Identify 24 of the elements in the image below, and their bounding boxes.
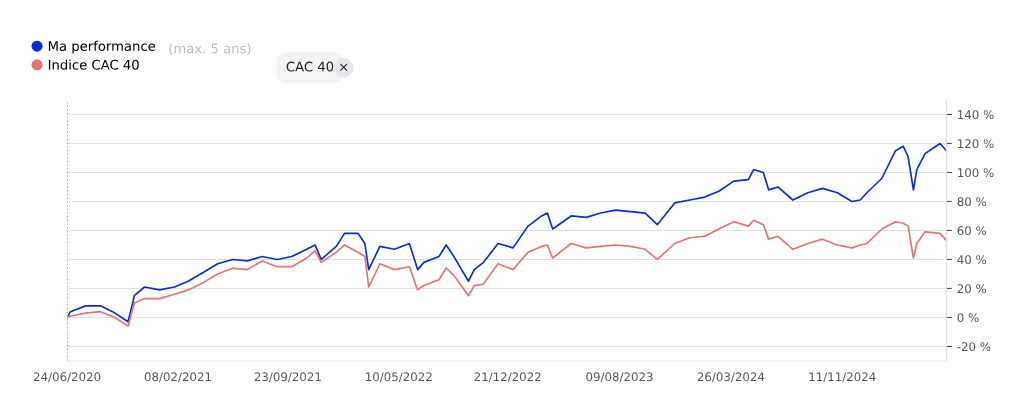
x-tick-label: 08/02/2021 [144,372,211,383]
x-tick-label: 10/05/2022 [366,372,432,383]
x-tick-label: 26/03/2024 [697,372,765,383]
y-tick-label: 80 % [957,197,987,207]
y-tick-label: 20 % [957,284,987,294]
y-tick-label: 140 % [958,110,994,120]
text: × [339,63,348,71]
line-series [67,142,947,323]
y-tick-label: 120 % [958,139,994,149]
text: (max. 5 ans) [169,43,251,55]
text: CAC 40 [286,61,334,72]
y-tick-label: 40 % [957,255,987,265]
legend-label: Indice CAC 40 [48,59,139,70]
y-tick-label: 0 % [957,313,979,323]
legend-label: Ma performance [48,40,156,54]
y-tick-label: 60 % [957,226,987,236]
x-tick-label: 24/06/2020 [33,372,101,383]
x-tick-label: 09/08/2023 [586,372,653,383]
y-tick-label: 100 % [958,168,994,178]
x-tick-label: 11/11/2024 [809,372,876,383]
y-tick-label: -20 % [957,342,991,352]
line-series [67,219,947,327]
x-tick-label: 21/12/2022 [474,372,541,383]
x-tick-label: 23/09/2021 [254,372,321,383]
